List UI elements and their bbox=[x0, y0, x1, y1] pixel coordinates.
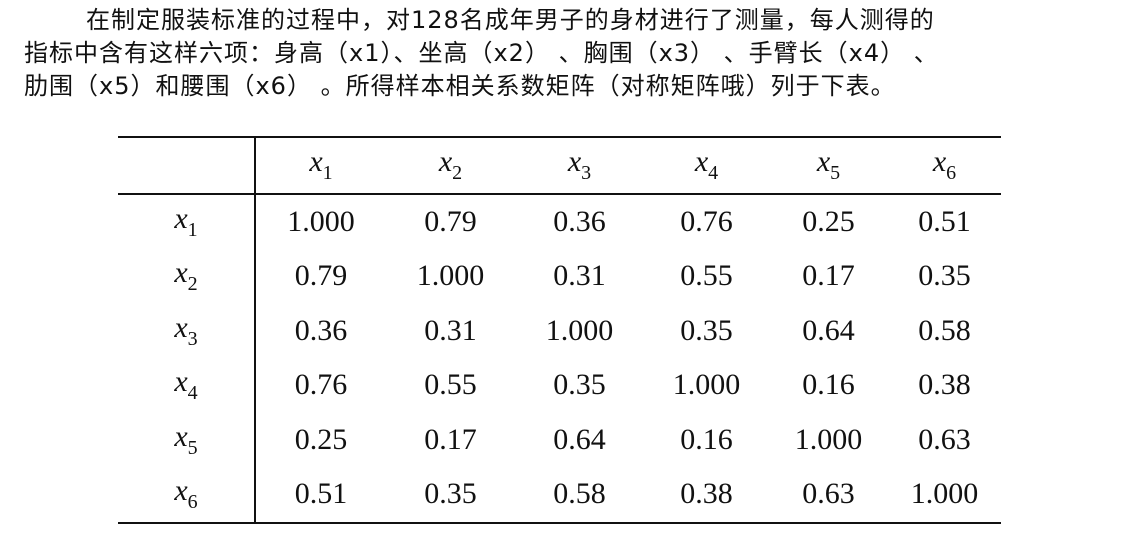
variable-subscript: 2 bbox=[452, 162, 463, 185]
table-row: x1 1.000 0.79 0.36 0.76 0.25 0.51 bbox=[118, 193, 1001, 249]
variable-symbol: x bbox=[174, 365, 188, 399]
variable-subscript: 2 bbox=[187, 273, 198, 296]
column-header: x1 bbox=[255, 137, 386, 194]
paragraph-line: 在制定服装标准的过程中，对128名成年男子的身材进行了测量，每人测得的 bbox=[86, 6, 935, 34]
table-cell: 1.000 bbox=[794, 422, 863, 456]
table-cell: 0.35 bbox=[680, 313, 733, 347]
table-cell: 0.16 bbox=[802, 368, 855, 402]
table-cell: 0.17 bbox=[802, 259, 855, 293]
table-row: x2 0.79 1.000 0.31 0.55 0.17 0.35 bbox=[118, 249, 1001, 304]
table-cell: 1.000 bbox=[545, 313, 614, 347]
table-cell: 0.25 bbox=[802, 204, 855, 238]
table-cell: 0.58 bbox=[918, 313, 971, 347]
table-cell: 0.31 bbox=[553, 259, 606, 293]
variable-symbol: x bbox=[694, 145, 709, 179]
variable-symbol: x bbox=[174, 256, 188, 290]
corner-cell bbox=[118, 137, 256, 194]
table-cell: 0.38 bbox=[918, 368, 971, 402]
variable-subscript: 6 bbox=[946, 162, 957, 185]
variable-subscript: 3 bbox=[581, 162, 592, 185]
table-cell: 0.38 bbox=[680, 477, 733, 511]
table-cell: 1.000 bbox=[672, 368, 741, 402]
table-cell: 0.76 bbox=[294, 368, 348, 402]
variable-subscript: 6 bbox=[187, 491, 198, 514]
column-header: x6 bbox=[888, 137, 1001, 194]
table-cell: 0.31 bbox=[424, 313, 477, 347]
variable-subscript: 1 bbox=[187, 218, 198, 241]
variable-symbol: x bbox=[567, 145, 582, 179]
variable-subscript: 5 bbox=[830, 162, 841, 185]
table-cell: 1.000 bbox=[287, 204, 355, 238]
column-header: x2 bbox=[386, 137, 515, 194]
table-cell: 0.58 bbox=[553, 477, 606, 511]
table-row: x4 0.76 0.55 0.35 1.000 0.16 0.38 bbox=[118, 358, 1001, 413]
row-header: x5 bbox=[118, 412, 256, 467]
paragraph: 在制定服装标准的过程中，对128名成年男子的身材进行了测量，每人测得的指标中含有… bbox=[24, 4, 1134, 103]
variable-symbol: x bbox=[174, 474, 188, 508]
table-row: x6 0.51 0.35 0.58 0.38 0.63 1.000 bbox=[118, 467, 1001, 523]
paragraph-line: 肋围（x5）和腰围（x6） 。所得样本相关系数矩阵（对称矩阵哦）列于下表。 bbox=[24, 72, 896, 100]
column-header: x5 bbox=[769, 137, 888, 194]
column-header: x4 bbox=[644, 137, 769, 194]
table-row: x3 0.36 0.31 1.000 0.35 0.64 0.58 bbox=[118, 303, 1001, 358]
table-cell: 0.79 bbox=[424, 204, 477, 238]
row-header: x6 bbox=[118, 467, 256, 523]
row-header: x2 bbox=[118, 249, 256, 304]
variable-symbol: x bbox=[309, 145, 323, 179]
variable-subscript: 1 bbox=[322, 162, 333, 185]
variable-symbol: x bbox=[174, 419, 188, 453]
table-row: x5 0.25 0.17 0.64 0.16 1.000 0.63 bbox=[118, 412, 1001, 467]
header-row: x1 x2 x3 x4 x5 x6 bbox=[118, 137, 1001, 194]
table-cell: 0.25 bbox=[294, 422, 348, 456]
table-cell: 0.35 bbox=[424, 477, 477, 511]
table-cell: 0.16 bbox=[680, 422, 733, 456]
variable-subscript: 5 bbox=[187, 436, 198, 459]
correlation-table: x1 x2 x3 x4 x5 x6 x1 1.000 0.79 0.36 0.76 0.25 0.51… bbox=[118, 136, 1001, 524]
table-cell: 0.63 bbox=[918, 422, 971, 456]
table-cell: 0.55 bbox=[680, 259, 733, 293]
table-cell: 1.000 bbox=[416, 259, 485, 293]
table-cell: 0.36 bbox=[294, 313, 348, 347]
variable-subscript: 4 bbox=[187, 382, 198, 405]
table-cell: 0.51 bbox=[918, 204, 971, 238]
table-cell: 0.63 bbox=[802, 477, 855, 511]
paragraph-line: 指标中含有这样六项：身高（x1）、坐高（x2） 、胸围（x3） 、手臂长（x4）… bbox=[24, 39, 939, 67]
variable-symbol: x bbox=[816, 145, 831, 179]
table-cell: 0.55 bbox=[424, 368, 477, 402]
table-cell: 0.76 bbox=[680, 204, 733, 238]
table-cell: 0.35 bbox=[553, 368, 606, 402]
table-cell: 0.51 bbox=[294, 477, 348, 511]
row-header: x3 bbox=[118, 303, 256, 358]
variable-symbol: x bbox=[174, 310, 188, 344]
column-header: x3 bbox=[515, 137, 644, 194]
table-cell: 0.36 bbox=[553, 204, 606, 238]
table-cell: 0.79 bbox=[294, 259, 348, 293]
table-cell: 1.000 bbox=[910, 477, 979, 511]
table-cell: 0.64 bbox=[802, 313, 855, 347]
variable-symbol: x bbox=[438, 145, 453, 179]
variable-subscript: 3 bbox=[187, 327, 198, 350]
variable-subscript: 4 bbox=[708, 162, 719, 185]
table-cell: 0.64 bbox=[553, 422, 606, 456]
variable-symbol: x bbox=[932, 145, 947, 179]
row-header: x1 bbox=[118, 193, 256, 249]
variable-symbol: x bbox=[174, 201, 188, 235]
row-header: x4 bbox=[118, 358, 256, 413]
table-cell: 0.17 bbox=[424, 422, 477, 456]
table-cell: 0.35 bbox=[918, 259, 971, 293]
